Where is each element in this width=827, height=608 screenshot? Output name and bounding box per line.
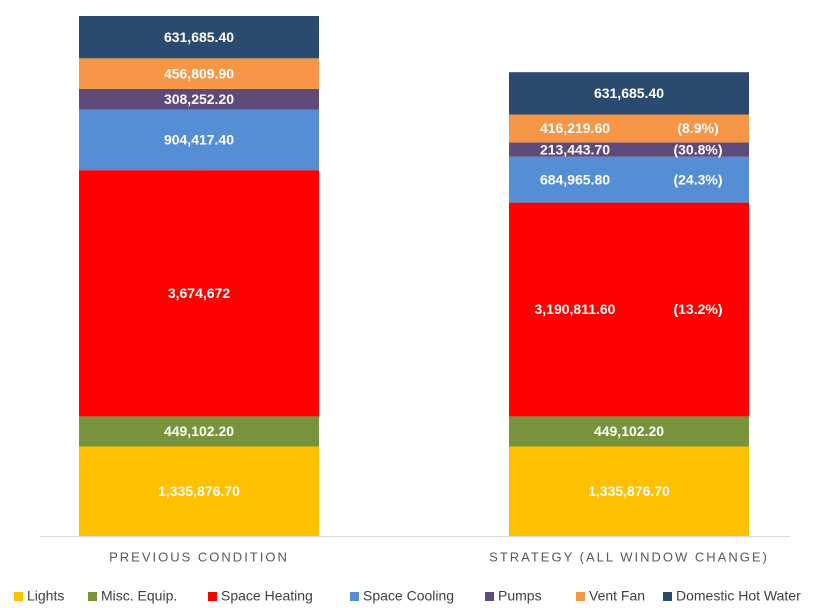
legend-label: Space Cooling	[363, 588, 454, 604]
bar-segment	[79, 446, 319, 536]
data-label: 3,190,811.60	[535, 301, 616, 317]
legend-label: Vent Fan	[589, 588, 645, 604]
data-label: 416,219.60	[540, 120, 610, 136]
data-label: 308,252.20	[164, 91, 234, 107]
x-tick-label: STRATEGY (ALL WINDOW CHANGE)	[489, 549, 769, 564]
legend-swatch	[14, 592, 23, 601]
legend-label: Domestic Hot Water	[676, 588, 801, 604]
bar-segment	[509, 202, 749, 417]
bar-segment	[79, 16, 319, 59]
bar-segment	[509, 416, 749, 447]
legend-swatch	[485, 592, 494, 601]
data-label: 3,674,672	[168, 285, 230, 301]
legend-swatch	[576, 592, 585, 601]
change-label: (8.9%)	[677, 120, 718, 136]
data-label: 1,335,876.70	[588, 483, 670, 499]
legend-swatch	[350, 592, 359, 601]
data-label: 1,335,876.70	[158, 483, 240, 499]
data-label: 631,685.40	[594, 85, 664, 101]
bar-segment	[509, 446, 749, 536]
bar-segment	[79, 88, 319, 110]
bar-segment	[79, 416, 319, 447]
data-label: 631,685.40	[164, 29, 234, 45]
bar-segment	[509, 142, 749, 157]
legend-swatch	[88, 592, 97, 601]
bar-segment	[509, 72, 749, 115]
data-label: 684,965.80	[540, 171, 610, 187]
legend-label: Lights	[27, 588, 64, 604]
legend-swatch	[208, 592, 217, 601]
bar-segment	[509, 114, 749, 143]
legend-label: Pumps	[498, 588, 542, 604]
legend-swatch	[663, 592, 672, 601]
data-label: 449,102.20	[164, 423, 234, 439]
change-label: (24.3%)	[673, 171, 722, 187]
change-label: (13.2%)	[673, 301, 722, 317]
legend-label: Misc. Equip.	[101, 588, 177, 604]
bar-segment	[79, 109, 319, 171]
x-tick-label: PREVIOUS CONDITION	[109, 549, 289, 564]
data-label: 904,417.40	[164, 132, 234, 148]
data-label: 213,443.70	[540, 141, 610, 157]
legend-label: Space Heating	[221, 588, 313, 604]
data-label: 456,809.90	[164, 65, 234, 81]
bar-segment	[509, 156, 749, 203]
bar-segment	[79, 170, 319, 417]
data-label: 449,102.20	[594, 423, 664, 439]
bar-segment	[79, 58, 319, 89]
change-label: (30.8%)	[673, 141, 722, 157]
